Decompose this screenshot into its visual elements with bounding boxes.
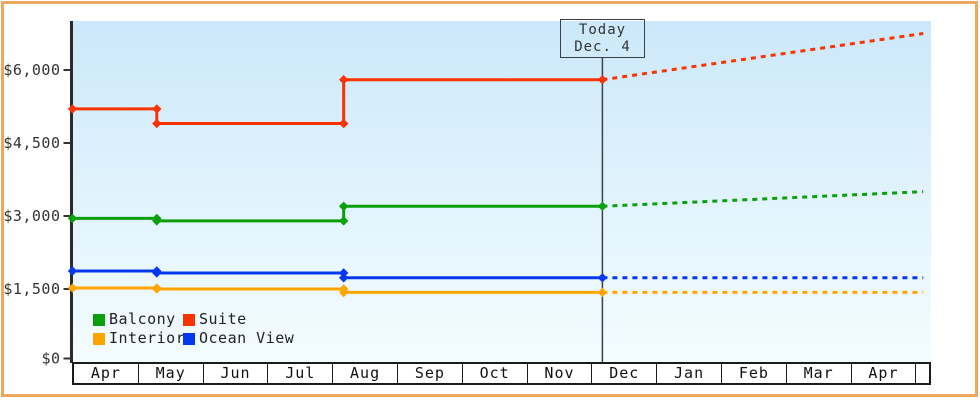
- x-axis-month-sep: Sep: [398, 364, 463, 383]
- x-axis-month-stub: [916, 364, 929, 383]
- plot-background: [72, 21, 931, 362]
- y-axis-label: $3,000: [3, 207, 60, 225]
- legend-item-suite: Suite: [183, 310, 294, 329]
- x-axis-month-may: May: [139, 364, 204, 383]
- data-point-ocean-view: [152, 268, 162, 278]
- legend-item-interior: Interior: [93, 329, 186, 348]
- legend-label-ocean-view: Ocean View: [199, 329, 295, 347]
- legend-item-ocean-view: Ocean View: [183, 329, 294, 348]
- data-point-ocean-view: [597, 273, 608, 283]
- price-line-suite: [72, 78, 603, 126]
- data-point-suite: [152, 118, 162, 129]
- x-axis-month-apr: Apr: [852, 364, 917, 383]
- x-axis-month-jan: Jan: [657, 364, 722, 383]
- today-marker-box: Today Dec. 4: [560, 19, 645, 58]
- data-point-suite: [338, 75, 349, 85]
- data-point-suite: [597, 75, 608, 85]
- data-point-interior: [152, 284, 162, 294]
- x-axis-month-dec: Dec: [592, 364, 658, 383]
- legend-item-balcony: Balcony: [93, 310, 183, 329]
- data-point-balcony: [338, 201, 349, 211]
- data-point-balcony: [597, 201, 608, 211]
- price-line-interior: [72, 286, 603, 294]
- x-axis-month-feb: Feb: [722, 364, 787, 383]
- data-point-ocean-view: [338, 268, 349, 278]
- chart-legend: Balcony Suite Interior Ocean View: [93, 310, 294, 348]
- legend-label-interior: Interior: [109, 329, 186, 347]
- legend-swatch-ocean-view: [183, 332, 195, 345]
- x-axis-month-oct: Oct: [463, 364, 528, 383]
- y-axis-label: $0: [41, 350, 60, 368]
- y-axis-label: $4,500: [3, 134, 60, 152]
- y-axis-label: $6,000: [3, 61, 60, 79]
- price-line-balcony: [72, 204, 603, 223]
- data-point-interior: [338, 287, 349, 298]
- x-axis-month-aug: Aug: [333, 364, 398, 383]
- data-point-interior: [597, 287, 608, 298]
- x-axis-month-jun: Jun: [204, 364, 269, 383]
- x-axis-month-mar: Mar: [787, 364, 852, 383]
- y-axis-label: $1,500: [3, 280, 60, 298]
- data-point-interior: [67, 283, 78, 293]
- legend-swatch-interior: [93, 332, 105, 345]
- legend-swatch-balcony: [93, 313, 105, 326]
- data-point-suite: [338, 118, 349, 129]
- data-point-suite: [67, 104, 78, 114]
- price-line-ocean-view: [72, 269, 603, 280]
- data-point-ocean-view: [338, 273, 349, 283]
- x-axis-month-jul: Jul: [268, 364, 334, 383]
- legend-swatch-suite: [183, 313, 195, 326]
- projection-line-suite: [602, 32, 924, 82]
- today-marker-date: Dec. 4: [574, 39, 631, 55]
- data-point-balcony: [67, 213, 78, 224]
- data-point-suite: [152, 104, 162, 114]
- today-marker-label: Today: [578, 22, 627, 38]
- x-axis-month-nov: Nov: [528, 364, 593, 383]
- legend-label-balcony: Balcony: [109, 310, 176, 328]
- projection-line-balcony: [602, 190, 924, 208]
- data-point-balcony: [338, 216, 349, 226]
- x-axis-month-row: Apr May Jun Jul Aug Sep Oct Nov Dec Jan Feb Mar Apr: [72, 362, 931, 385]
- data-point-ocean-view: [67, 266, 78, 276]
- legend-label-suite: Suite: [199, 310, 247, 328]
- data-point-balcony: [152, 216, 162, 226]
- x-axis-month-apr: Apr: [74, 364, 139, 383]
